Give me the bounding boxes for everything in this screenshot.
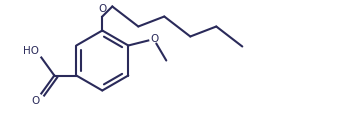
Text: O: O <box>31 95 39 106</box>
Text: HO: HO <box>23 45 39 56</box>
Text: O: O <box>98 4 106 15</box>
Text: O: O <box>150 34 159 45</box>
